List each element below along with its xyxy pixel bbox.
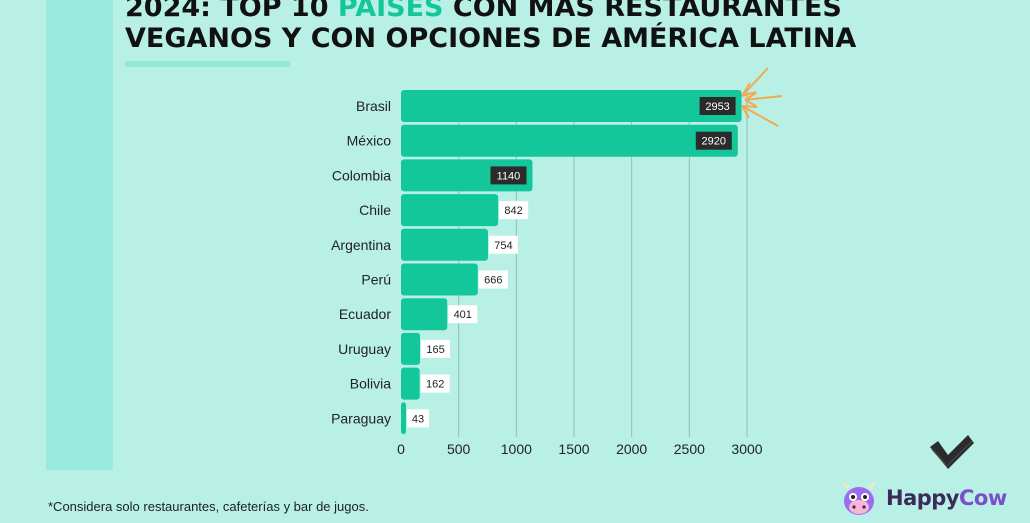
category-label: México	[347, 133, 392, 149]
x-tick-label: 2500	[674, 441, 705, 457]
title-underline	[125, 61, 290, 67]
data-label: 842	[504, 205, 522, 217]
data-label-box	[488, 235, 518, 254]
bar-1	[401, 124, 738, 157]
data-label-box	[478, 270, 508, 289]
bar-7	[401, 332, 421, 365]
data-label: 162	[426, 379, 444, 391]
data-label-box	[448, 305, 478, 324]
category-label: Chile	[359, 202, 391, 218]
bar-6	[401, 298, 448, 331]
bar-5	[401, 263, 478, 296]
bar-0	[401, 90, 742, 122]
data-label-box	[420, 374, 450, 393]
footnote: *Considera solo restaurantes, cafeterías…	[48, 499, 369, 514]
bar-9	[401, 402, 406, 435]
happycow-logo: HappyCow	[838, 476, 1023, 520]
decorative-side-panel	[46, 0, 113, 470]
title-line1-suffix: CON MÁS RESTAURANTES	[443, 0, 842, 23]
data-label-box	[695, 131, 732, 150]
chart-title: 2024: TOP 10 PAÍSES CON MÁS RESTAURANTES…	[125, 0, 885, 54]
cow-mascot-icon	[842, 481, 876, 515]
data-label: 43	[412, 413, 424, 425]
data-label-box	[699, 97, 736, 115]
category-label: Ecuador	[339, 306, 391, 322]
logo-happy: Happy	[886, 486, 960, 510]
x-tick-label: 0	[397, 441, 405, 457]
data-label: 2953	[705, 101, 729, 113]
category-label: Perú	[361, 272, 391, 288]
bar-8	[401, 367, 420, 400]
bar-4	[401, 228, 488, 261]
data-label-box	[421, 339, 451, 358]
title-line1-prefix: 2024: TOP 10	[125, 0, 338, 23]
data-label: 2920	[702, 136, 726, 148]
x-tick-label: 2000	[616, 441, 647, 457]
category-label: Brasil	[356, 98, 391, 114]
logo-cow: Cow	[959, 486, 1007, 510]
title-accent-word: PAÍSES	[337, 0, 444, 23]
data-label: 754	[494, 240, 512, 252]
data-label: 1140	[497, 170, 521, 182]
category-label: Paraguay	[331, 410, 391, 426]
x-tick-label: 1500	[558, 441, 589, 457]
x-tick-label: 3000	[731, 441, 762, 457]
title-line2: VEGANOS Y CON OPCIONES DE AMÉRICA LATINA	[125, 23, 857, 54]
data-label: 401	[454, 309, 472, 321]
category-label: Argentina	[331, 237, 391, 253]
category-label: Colombia	[332, 167, 391, 183]
category-label: Uruguay	[338, 341, 391, 357]
data-label: 666	[484, 275, 502, 287]
x-tick-label: 500	[447, 441, 471, 457]
data-label-box	[499, 201, 529, 220]
data-label: 165	[426, 344, 444, 356]
category-label: Bolivia	[350, 376, 391, 392]
bar-chart: Brasil 2953 México 2920 Colombia 1140 Chile 842…	[331, 67, 783, 457]
bar-3	[401, 194, 499, 227]
data-label-box	[407, 409, 429, 428]
highlight-arrows-icon	[741, 67, 783, 127]
data-label-box	[490, 166, 527, 185]
x-tick-label: 1000	[501, 441, 532, 457]
checkmark-icon	[930, 435, 974, 469]
